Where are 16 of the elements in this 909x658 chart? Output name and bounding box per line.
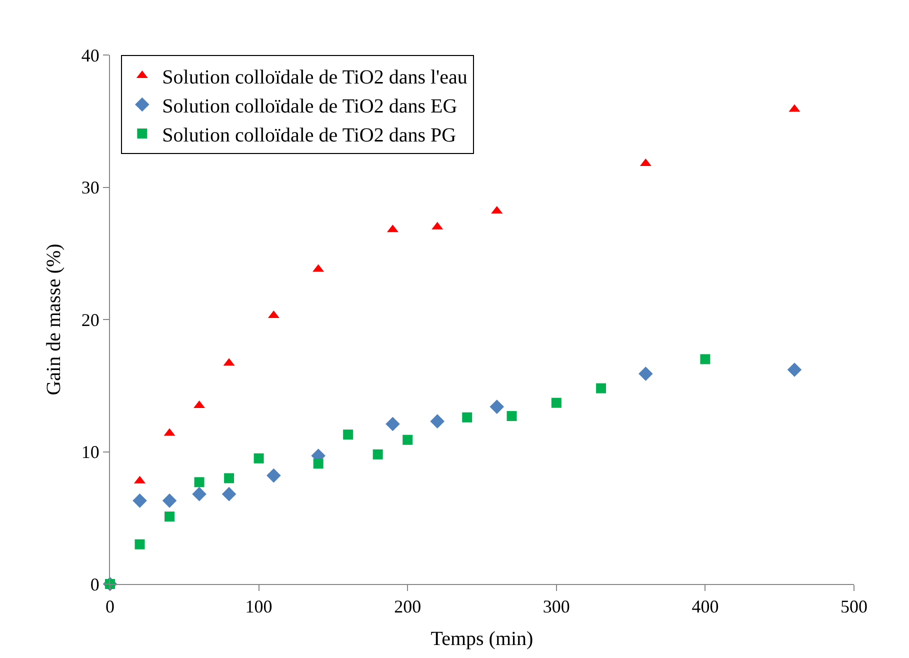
x-tick-label: 400 <box>692 596 719 617</box>
x-tick-label: 200 <box>394 596 422 617</box>
legend-label: Solution colloïdale de TiO2 dans EG <box>162 95 458 118</box>
x-axis-title: Temps (min) <box>430 628 534 650</box>
y-tick-label: 0 <box>90 574 100 594</box>
x-tick-label: 100 <box>245 596 272 617</box>
legend-label: Solution colloïdale de TiO2 dans PG <box>162 124 456 146</box>
y-tick-label: 20 <box>81 310 100 330</box>
legend-label: Solution colloïdale de TiO2 dans l'eau <box>162 66 468 88</box>
x-tick-label: 500 <box>840 596 868 617</box>
y-tick-label: 10 <box>81 442 100 462</box>
y-tick-label: 40 <box>81 45 100 66</box>
x-tick-label: 0 <box>106 596 114 617</box>
y-axis-title: Gain de masse (%) <box>42 244 65 396</box>
x-tick-label: 300 <box>542 596 570 617</box>
y-tick-label: 30 <box>81 178 100 198</box>
